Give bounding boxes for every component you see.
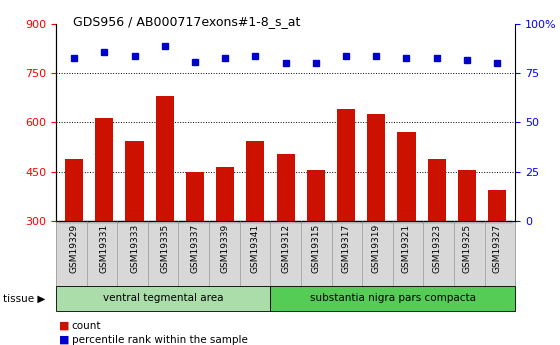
Bar [65,159,83,221]
Bar [186,172,204,221]
Bar [452,221,482,223]
Bar [331,221,361,223]
Bar [210,221,240,223]
Bar [277,154,295,221]
Bar [216,167,234,221]
Text: ■: ■ [59,321,69,331]
Bar [337,109,355,221]
Bar [125,140,143,221]
Bar [391,221,422,223]
Bar [361,221,391,223]
Bar [482,221,512,223]
Bar [59,221,89,223]
Bar [119,221,150,223]
Text: count: count [72,321,101,331]
Bar [156,96,174,221]
Text: ventral tegmental area: ventral tegmental area [103,294,223,303]
Bar [89,221,119,223]
Text: substantia nigra pars compacta: substantia nigra pars compacta [310,294,476,303]
Bar [422,221,452,223]
Bar [180,221,210,223]
Bar [95,118,113,221]
Text: GDS956 / AB000717exons#1-8_s_at: GDS956 / AB000717exons#1-8_s_at [73,16,300,29]
Bar [398,132,416,221]
Bar [488,190,506,221]
Bar [428,159,446,221]
Bar [458,170,476,221]
Bar [270,221,301,223]
Bar [246,140,264,221]
Bar [240,221,270,223]
Bar [150,221,180,223]
Bar [307,170,325,221]
Text: percentile rank within the sample: percentile rank within the sample [72,335,248,345]
Text: ■: ■ [59,335,69,345]
Text: tissue ▶: tissue ▶ [3,294,45,303]
Bar [301,221,331,223]
Bar [367,114,385,221]
